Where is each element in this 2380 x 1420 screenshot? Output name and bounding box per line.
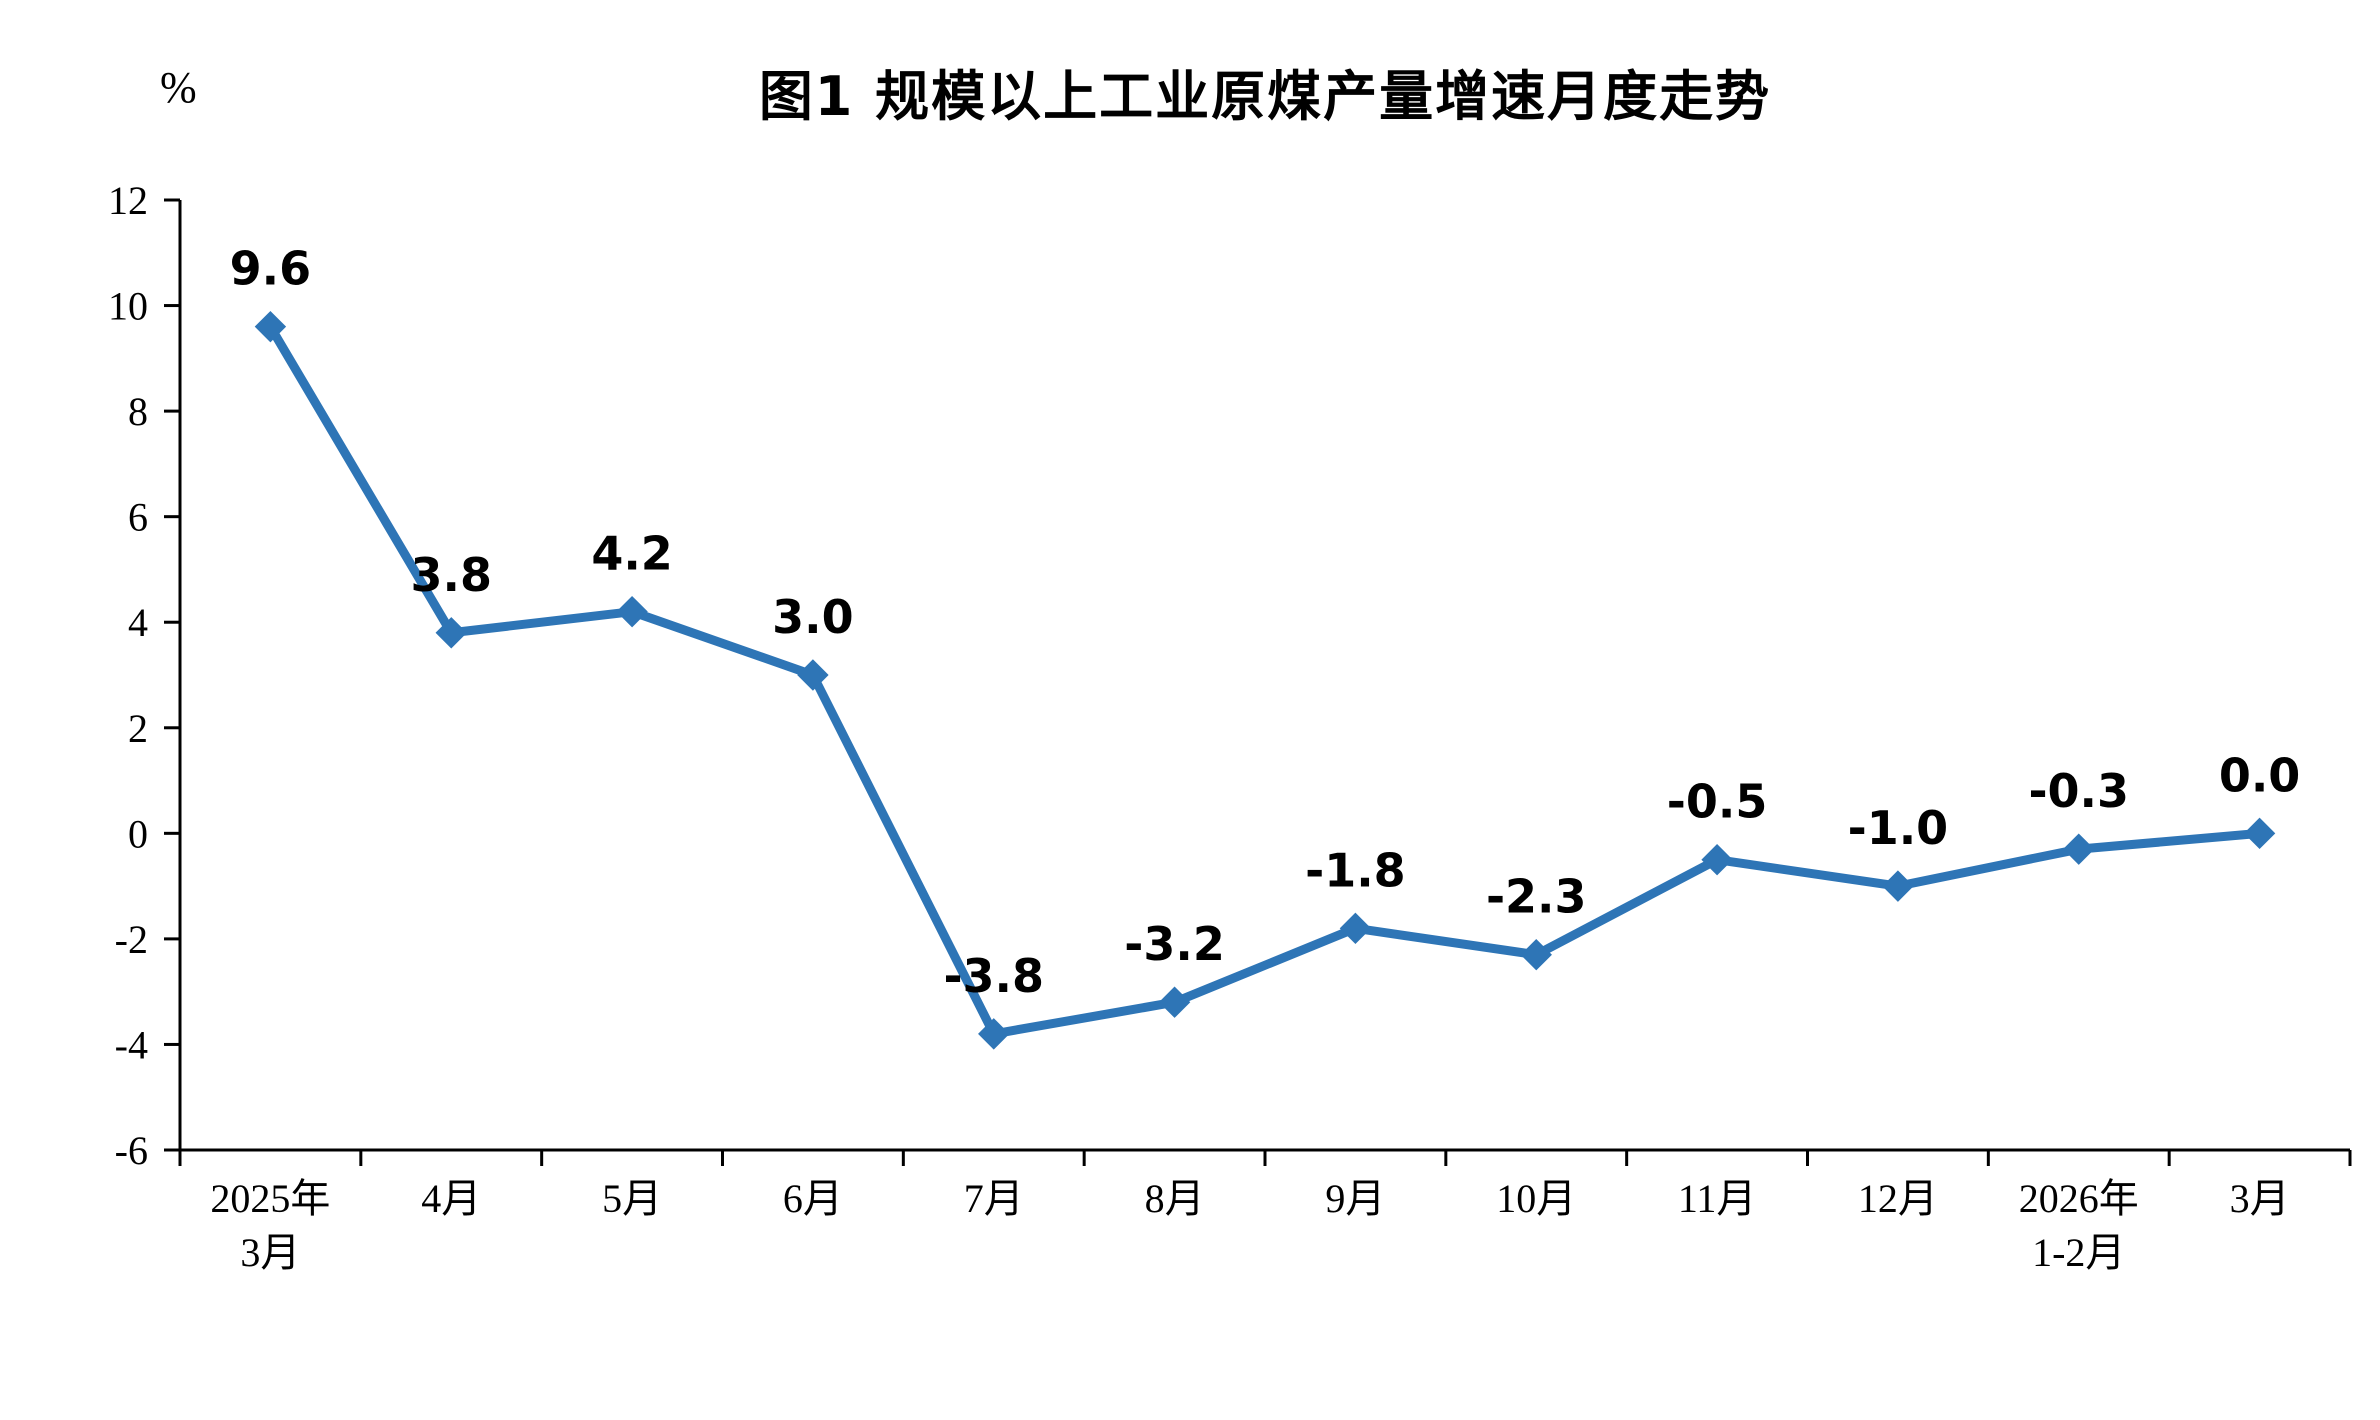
data-point-marker (797, 659, 829, 691)
data-point-label: -1.0 (1848, 801, 1949, 855)
y-tick-label: -4 (115, 1022, 148, 1067)
x-tick-label: 6月 (783, 1176, 843, 1221)
data-point-marker (254, 310, 287, 343)
y-tick-label: -2 (115, 917, 148, 962)
chart-title: 图1 规模以上工业原煤产量增速月度走势 (758, 65, 1772, 128)
data-point-marker (1520, 939, 1552, 971)
data-point-label: -2.3 (1486, 870, 1587, 924)
x-tick-label: 3月 (240, 1230, 300, 1275)
data-point-marker (2243, 817, 2276, 850)
x-tick-label: 2026年 (2019, 1176, 2139, 1221)
x-tick-label: 11月 (1678, 1176, 1757, 1221)
data-point-marker (616, 595, 648, 628)
data-point-label: -3.2 (1124, 917, 1225, 971)
y-tick-label: 12 (108, 178, 148, 223)
data-point-label: 3.8 (411, 548, 493, 602)
y-tick-label: 8 (128, 389, 148, 434)
data-point-label: -1.8 (1305, 843, 1406, 897)
x-tick-label: 7月 (964, 1176, 1024, 1221)
y-tick-label: 6 (128, 495, 148, 540)
data-point-marker (1701, 844, 1733, 876)
x-tick-label: 10月 (1496, 1176, 1576, 1221)
data-point-marker (435, 617, 467, 649)
y-tick-label: 10 (108, 284, 148, 329)
y-tick-label: -6 (115, 1128, 148, 1173)
x-tick-label: 12月 (1858, 1176, 1938, 1221)
data-point-marker (2063, 833, 2095, 865)
y-tick-label: 0 (128, 811, 148, 856)
data-point-label: 9.6 (230, 242, 312, 296)
x-tick-label: 4月 (421, 1176, 481, 1221)
data-point-label: 4.2 (591, 527, 673, 581)
x-tick-label: 2025年 (210, 1176, 330, 1221)
x-tick-label: 5月 (602, 1176, 662, 1221)
y-axis-unit-label: % (160, 63, 197, 112)
x-tick-label: 3月 (2230, 1176, 2290, 1221)
data-point-label: 0.0 (2219, 748, 2301, 802)
trend-line (265, 322, 2265, 1039)
y-tick-label: 2 (128, 706, 148, 751)
data-point-label: -0.3 (2028, 764, 2129, 818)
x-tick-label: 8月 (1145, 1176, 1205, 1221)
data-point-label: -0.5 (1667, 775, 1768, 829)
x-tick-label: 1-2月 (2032, 1230, 2125, 1275)
y-tick-label: 4 (128, 600, 148, 645)
data-point-label: 3.0 (772, 590, 854, 644)
data-point-marker (1882, 870, 1914, 902)
data-point-marker (1158, 986, 1191, 1018)
data-point-marker (1339, 912, 1372, 945)
data-point-marker (978, 1018, 1010, 1050)
data-point-label: -3.8 (943, 949, 1044, 1003)
x-tick-label: 9月 (1325, 1176, 1385, 1221)
